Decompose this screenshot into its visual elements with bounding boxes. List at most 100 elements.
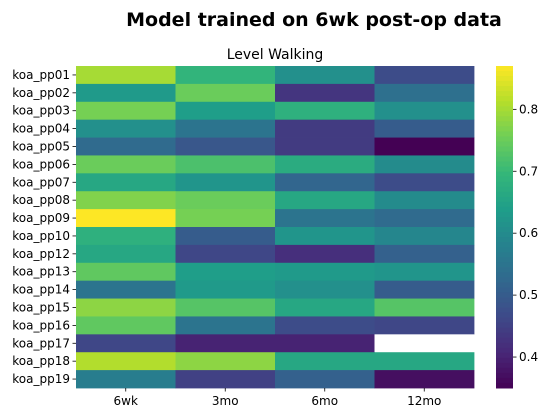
colorbar-segment (496, 96, 513, 102)
row-tick-label: koa_pp17 (12, 336, 70, 350)
colorbar-segment (496, 221, 513, 228)
colorbar-segment (496, 267, 513, 273)
colorbar-segment (496, 257, 513, 263)
heatmap-cell (275, 137, 375, 156)
colorbar-segment (496, 66, 513, 72)
colorbar-segment (496, 292, 513, 298)
colorbar-segment (496, 136, 513, 142)
heatmap-cell (275, 66, 375, 85)
colorbar-segment (496, 91, 513, 97)
heatmap-cell (275, 334, 375, 353)
chart-title: Level Walking (227, 47, 324, 63)
colorbar-segment (496, 121, 513, 127)
heatmap-cell (175, 298, 276, 317)
colorbar-segment (496, 156, 513, 163)
heatmap-cell (76, 83, 176, 103)
heatmap-cell (76, 262, 176, 282)
row-tick-label: koa_pp06 (12, 157, 70, 171)
heatmap-cell (374, 244, 475, 264)
colorbar-segment (496, 151, 513, 158)
colorbar-segment (496, 262, 513, 268)
colorbar-segment (496, 141, 513, 147)
row-tick-labels: koa_pp01 koa_pp02 koa_pp03 koa_pp04 koa_pp05… (12, 68, 76, 386)
row-tick-label: koa_pp10 (12, 229, 70, 243)
colorbar-segment (496, 352, 513, 359)
colorbar-segment (496, 332, 513, 339)
row-tick-label: koa_pp15 (12, 301, 70, 315)
row-tick-label: koa_pp02 (12, 86, 70, 100)
heatmap-cell (175, 83, 276, 103)
colorbar-segment (496, 71, 513, 77)
colorbar-segment (496, 216, 513, 223)
heatmap-cell (374, 119, 475, 138)
colorbar-segment (496, 272, 513, 278)
heatmap-cells (76, 66, 475, 389)
heatmap-cell (76, 298, 176, 317)
colorbar-segment (496, 362, 513, 369)
heatmap-cell (275, 191, 375, 210)
colorbar-tick-label: 0.7 (519, 164, 538, 178)
heatmap-cell (76, 191, 176, 210)
heatmap-cell (175, 262, 276, 282)
heatmap-cell (76, 352, 176, 371)
colorbar-segment (496, 322, 513, 329)
row-tick-label: koa_pp18 (12, 354, 70, 368)
heatmap-cell (175, 191, 276, 210)
colorbar-segment (496, 101, 513, 107)
colorbar-segment (496, 237, 513, 243)
heatmap-cell (374, 316, 475, 335)
colorbar-segment (496, 327, 513, 334)
colorbar-segment (496, 377, 513, 384)
heatmap-cell (374, 298, 475, 317)
heatmap-cell (76, 66, 176, 85)
colorbar-segment (496, 367, 513, 374)
heatmap-cell (76, 119, 176, 138)
heatmap-cell (374, 83, 475, 103)
colorbar-segment (496, 277, 513, 283)
colorbar-segment (496, 211, 513, 218)
colorbar-segment (496, 347, 513, 354)
heatmap-cell (374, 155, 475, 174)
colorbar-tick-label: 0.5 (519, 288, 538, 302)
column-tick-label: 12mo (407, 394, 441, 408)
heatmap-cell (374, 370, 475, 389)
colorbar-segment (496, 372, 513, 379)
colorbar-segment (496, 201, 513, 208)
colorbar-segment (496, 242, 513, 248)
heatmap-cell (175, 227, 276, 246)
row-tick-label: koa_pp19 (12, 372, 70, 386)
colorbar-segment (496, 382, 513, 389)
heatmap-cell (175, 352, 276, 371)
colorbar-segment (496, 227, 513, 233)
heatmap-cell (175, 370, 276, 389)
colorbar-segment (496, 342, 513, 349)
colorbar-tick-label: 0.8 (519, 102, 538, 116)
heatmap-cell (76, 155, 176, 174)
column-tick-label: 6wk (114, 394, 138, 408)
colorbar-segment (496, 111, 513, 117)
heatmap-cell (374, 280, 475, 299)
heatmap-cell (76, 316, 176, 335)
heatmap-cell (275, 244, 375, 264)
heatmap-cell (275, 155, 375, 174)
row-tick-label: koa_pp14 (12, 283, 70, 297)
row-tick-label: koa_pp07 (12, 175, 70, 189)
colorbar-segment (496, 232, 513, 238)
heatmap-cell (175, 101, 276, 121)
heatmap-cell (275, 227, 375, 246)
column-tick-labels: 6wk 3mo 6mo 12mo (114, 388, 441, 408)
heatmap-cell (275, 209, 375, 228)
colorbar-segment (496, 166, 513, 173)
heatmap-cell (275, 316, 375, 335)
colorbar: 0.4 0.5 0.6 0.7 0.8 (496, 66, 538, 389)
colorbar-segment (496, 282, 513, 288)
colorbar-segment (496, 171, 513, 178)
colorbar-segment (496, 287, 513, 293)
colorbar-segment (496, 302, 513, 308)
heatmap-cell (275, 280, 375, 299)
heatmap-cell (374, 173, 475, 192)
heatmap-cell (175, 334, 276, 353)
row-tick-label: koa_pp05 (12, 140, 70, 154)
colorbar-segment (496, 307, 513, 314)
